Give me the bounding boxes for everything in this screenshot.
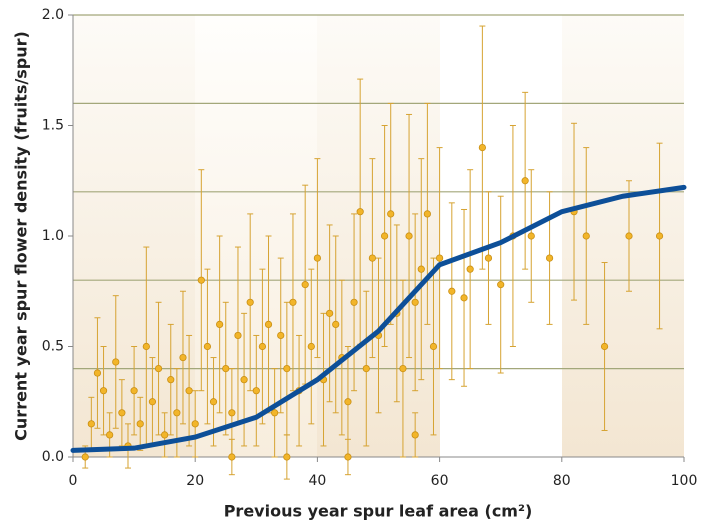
x-tick-label: 100 [671, 473, 698, 489]
data-point [136, 420, 144, 428]
data-point [271, 409, 279, 417]
data-point [625, 232, 633, 240]
data-point [93, 369, 102, 377]
data-point [173, 409, 181, 417]
data-point [246, 298, 254, 306]
data-point [466, 265, 474, 273]
data-point [179, 353, 187, 362]
data-point [222, 364, 230, 373]
data-point [106, 431, 114, 439]
data-point [99, 387, 108, 395]
data-point [191, 420, 199, 428]
data-point [209, 398, 218, 406]
data-point [87, 420, 95, 428]
data-point [326, 309, 334, 317]
data-point [283, 453, 291, 461]
x-tick-label: 40 [308, 473, 326, 489]
data-point [423, 210, 431, 218]
data-point [228, 453, 236, 461]
y-tick-label: 0.5 [42, 339, 64, 355]
data-point [362, 364, 370, 373]
data-point [405, 232, 413, 240]
x-tick-label: 60 [431, 473, 449, 489]
data-point [344, 453, 352, 461]
data-point [203, 342, 212, 351]
data-point [381, 232, 389, 240]
y-tick-label: 1.0 [42, 228, 64, 244]
data-point [264, 320, 273, 328]
data-point [387, 210, 395, 218]
data-point [240, 376, 248, 384]
data-point [460, 294, 468, 302]
data-point [411, 431, 419, 439]
data-point [252, 387, 260, 395]
data-point [350, 298, 358, 306]
data-point [448, 287, 456, 295]
data-point [148, 398, 157, 406]
data-point [478, 144, 486, 152]
data-point [368, 254, 376, 262]
x-axis-title: Previous year spur leaf area (cm²) [224, 502, 533, 521]
data-point [497, 281, 505, 289]
data-point [197, 276, 205, 284]
data-point [142, 342, 150, 351]
data-point [234, 331, 242, 340]
data-point [332, 320, 340, 328]
x-tick-label: 20 [186, 473, 204, 489]
data-point [258, 342, 267, 351]
data-point [399, 364, 407, 373]
data-point [435, 254, 444, 262]
x-tick-label: 0 [69, 473, 78, 489]
data-point [344, 398, 352, 406]
data-point [167, 376, 175, 384]
data-point [545, 254, 554, 262]
data-point [313, 254, 321, 262]
data-point [154, 364, 163, 373]
data-point [417, 265, 425, 273]
data-point [429, 342, 438, 351]
data-point [582, 232, 590, 240]
data-point [484, 254, 493, 262]
y-axis-title: Current year spur flower density (fruits… [12, 31, 31, 441]
plot-background [73, 15, 684, 457]
data-point [307, 342, 315, 351]
data-point [228, 409, 236, 417]
y-tick-label: 0.0 [42, 449, 64, 465]
data-point [216, 320, 224, 328]
y-tick-label: 1.5 [42, 118, 64, 134]
data-point [411, 298, 419, 306]
data-point [356, 208, 364, 216]
data-point [527, 232, 535, 240]
data-point [289, 298, 297, 306]
data-point [283, 364, 291, 373]
data-point [130, 387, 138, 395]
data-point [185, 387, 193, 395]
y-tick-label: 2.0 [42, 7, 64, 23]
data-point [600, 342, 609, 351]
fit-curve [70, 184, 687, 453]
data-point [112, 358, 120, 366]
data-point [655, 232, 664, 240]
data-point [521, 177, 529, 185]
data-point [301, 281, 309, 289]
x-tick-label: 80 [553, 473, 571, 489]
data-point [81, 453, 89, 461]
data-point [277, 331, 285, 340]
data-point [161, 431, 169, 439]
data-point [118, 409, 126, 417]
